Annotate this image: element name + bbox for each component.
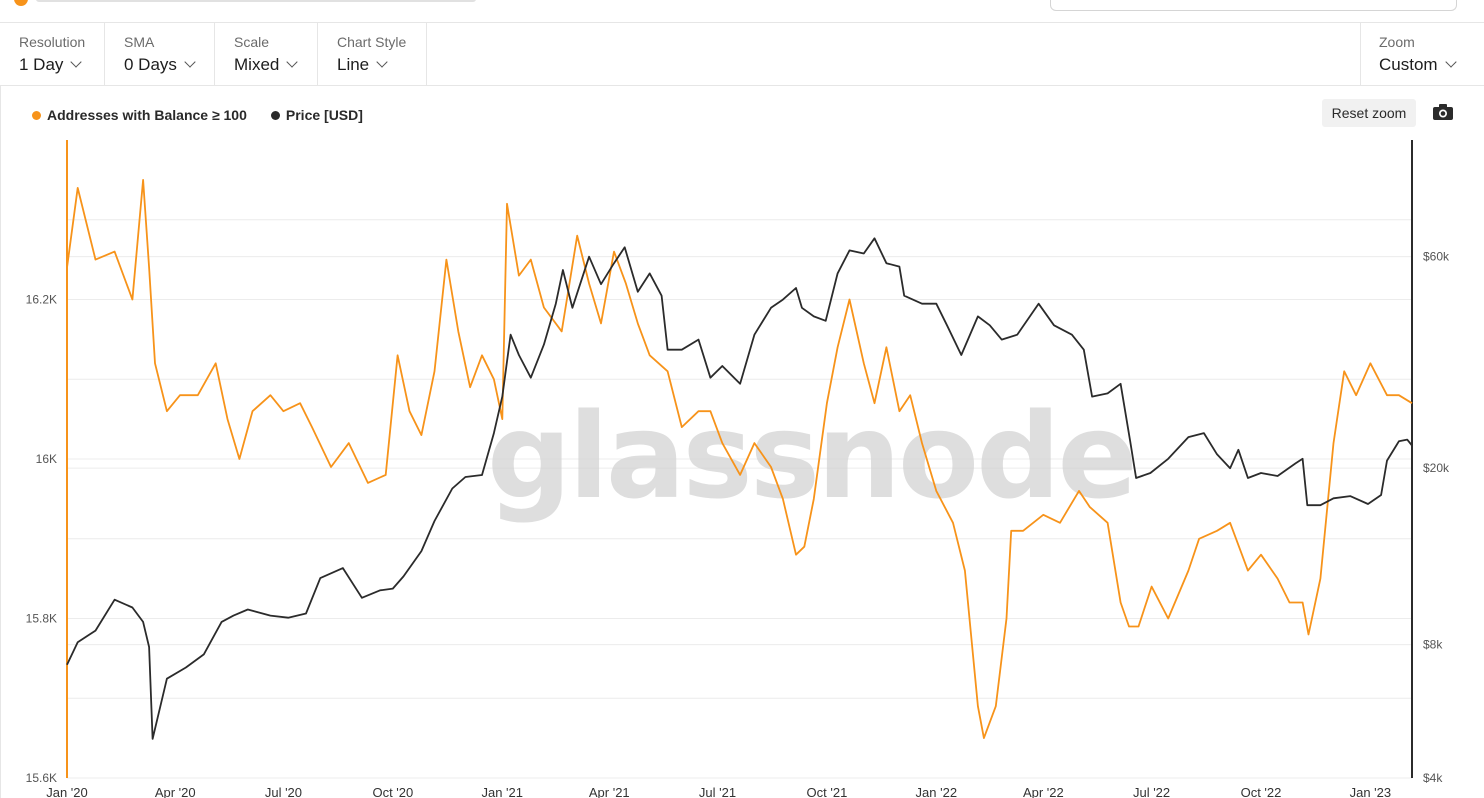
x-tick-label: Oct '21	[807, 785, 848, 798]
scale-label: Scale	[234, 34, 270, 50]
scale-dropdown[interactable]: Scale Mixed	[215, 23, 318, 85]
x-tick-label: Apr '21	[589, 785, 630, 798]
sma-value: 0 Days	[124, 55, 177, 74]
y-tick-label-right: $20k	[1423, 461, 1450, 475]
legend-swatch	[270, 110, 280, 120]
series-line-addresses[interactable]	[66, 178, 1413, 739]
x-tick-label: Oct '20	[372, 785, 413, 798]
watermark-text: glassnode	[487, 387, 1135, 525]
sma-dropdown[interactable]: SMA 0 Days	[105, 23, 215, 85]
legend-swatch	[32, 110, 41, 120]
y-tick-label-left: 16.2K	[26, 293, 57, 307]
chart-toolbar: Resolution 1 Day SMA 0 Days Scale Mixed …	[0, 23, 1484, 86]
chart-style-value: Line	[337, 55, 370, 74]
x-tick-label: Jul '22	[1133, 785, 1170, 798]
scale-value: Mixed	[234, 55, 280, 74]
y-tick-label-left: 15.8K	[26, 612, 57, 626]
resolution-value: 1 Day	[19, 55, 64, 74]
series-line-price[interactable]	[66, 237, 1413, 740]
chart-series	[66, 178, 1413, 740]
top-header-strip	[0, 0, 1484, 23]
chart-gridlines	[67, 219, 1412, 779]
zoom-value: Custom	[1379, 55, 1438, 74]
x-tick-label: Jan '21	[481, 785, 523, 798]
y-tick-label-left: 15.6K	[26, 771, 57, 785]
x-tick-label: Apr '22	[1023, 785, 1064, 798]
legend-label: Price [USD]	[285, 107, 363, 123]
x-tick-label: Jul '20	[265, 785, 302, 798]
x-tick-label: Jan '22	[916, 785, 958, 798]
y-tick-label-right: $8k	[1423, 638, 1443, 652]
chart-style-dropdown[interactable]: Chart Style Line	[318, 23, 427, 85]
resolution-label: Resolution	[19, 34, 86, 50]
camera-icon[interactable]	[1432, 103, 1454, 121]
chart-panel	[0, 86, 1484, 798]
y-tick-label-right: $4k	[1423, 771, 1443, 785]
x-tick-label: Jan '23	[1350, 785, 1392, 798]
sma-label: SMA	[124, 34, 155, 50]
legend-item-addresses[interactable]: Addresses with Balance ≥ 100	[32, 107, 247, 123]
chart-style-label: Chart Style	[337, 34, 407, 50]
search-input[interactable]	[1050, 0, 1457, 11]
x-tick-label: Oct '22	[1241, 785, 1282, 798]
legend-item-price[interactable]: Price [USD]	[270, 107, 363, 123]
x-tick-label: Apr '20	[155, 785, 196, 798]
resolution-dropdown[interactable]: Resolution 1 Day	[0, 23, 105, 85]
zoom-label: Zoom	[1379, 34, 1415, 50]
chart-legend: Addresses with Balance ≥ 100 Price [USD]	[32, 107, 363, 123]
y-tick-label-right: $60k	[1423, 250, 1450, 264]
x-tick-label: Jul '21	[699, 785, 736, 798]
y-tick-label-left: 16K	[36, 452, 57, 466]
chart-axes: 16.2K 16K 15.8K 15.6K $60k $20k $8k $4k Jan '20 A…	[26, 250, 1450, 798]
page-title-cutoff	[36, 0, 476, 2]
legend-label: Addresses with Balance ≥ 100	[47, 107, 247, 123]
bitcoin-icon	[14, 0, 28, 6]
reset-zoom-button[interactable]: Reset zoom	[1322, 99, 1416, 127]
zoom-dropdown[interactable]: Zoom Custom	[1360, 23, 1484, 85]
x-tick-label: Jan '20	[46, 785, 88, 798]
